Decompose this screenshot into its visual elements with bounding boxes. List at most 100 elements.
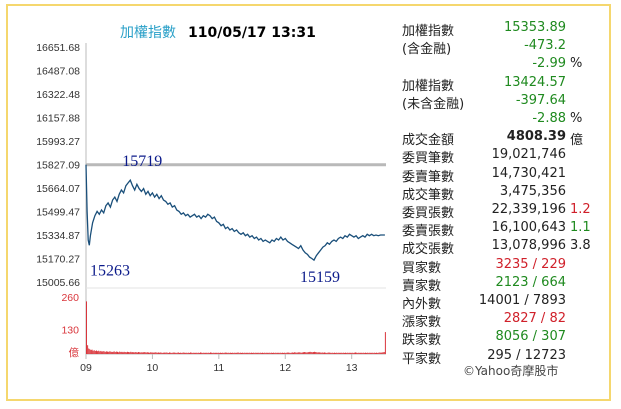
volume-bar — [257, 352, 259, 354]
volume-bar — [278, 352, 280, 354]
volume-bar — [149, 352, 151, 354]
stat-row: -2.99% — [402, 56, 608, 74]
x-tick-label: 13 — [346, 362, 358, 374]
volume-bar — [277, 352, 279, 354]
volume-bar — [274, 352, 276, 354]
volume-bar — [290, 352, 292, 354]
volume-bar — [266, 352, 268, 354]
volume-bar — [116, 351, 118, 354]
volume-bar — [333, 352, 335, 354]
volume-bar — [366, 352, 368, 354]
volume-bar — [159, 352, 161, 354]
volume-bar — [198, 352, 200, 354]
volume-bar — [229, 352, 231, 354]
volume-bar — [347, 352, 349, 354]
volume-bar — [256, 352, 258, 354]
volume-bar — [200, 352, 202, 354]
y-tick-label: 15499.47 — [36, 206, 80, 218]
volume-bar — [139, 352, 141, 354]
stat-row: (未含金融) -397.64 — [402, 93, 608, 112]
stat-label: 委買張數 — [402, 206, 455, 221]
volume-bar — [367, 352, 369, 354]
volume-bar — [100, 350, 102, 354]
volume-bar — [143, 352, 145, 354]
volume-bar — [224, 352, 226, 354]
x-tick-label: 12 — [279, 362, 291, 374]
volume-bar — [275, 352, 277, 354]
volume-bar — [308, 352, 310, 354]
volume-bar — [147, 352, 149, 354]
annotation-label: 15159 — [300, 269, 340, 286]
x-tick-label: 11 — [213, 362, 224, 374]
stat-row: 委賣張數 16,100,643 1.1 — [402, 220, 608, 239]
volume-bar — [291, 352, 293, 354]
volume-bar — [260, 352, 262, 354]
stat-value: 14001 / 7893 — [478, 293, 566, 308]
datetime-label: 110/05/17 13:31 — [188, 25, 316, 41]
volume-bar — [316, 352, 318, 354]
x-tick-label: 09 — [80, 362, 92, 374]
volume-bar — [258, 352, 260, 354]
volume-bar — [254, 352, 256, 354]
volume-bar — [150, 352, 152, 354]
volume-bar — [141, 352, 143, 354]
price-axis: 16651.68 16487.08 16322.48 16157.88 15993.27… — [36, 42, 386, 355]
volume-bar — [327, 352, 329, 354]
volume-bar — [350, 352, 352, 354]
volume-bar — [88, 348, 90, 354]
stat-label: 內外數 — [402, 297, 442, 312]
volume-bar — [295, 352, 297, 354]
volume-bar — [140, 352, 142, 354]
volume-bar — [161, 352, 163, 354]
stat-extra: 億 — [570, 133, 584, 149]
stat-value: -2.88 — [532, 111, 566, 126]
volume-bar — [248, 352, 250, 354]
volume-bar — [299, 352, 301, 354]
volume-bar — [227, 352, 229, 354]
volume-bar — [285, 352, 287, 354]
volume-bar — [305, 352, 307, 354]
volume-bar — [236, 352, 238, 354]
volume-bar — [223, 352, 225, 354]
stat-value: 22,339,196 — [491, 202, 566, 217]
volume-bar — [240, 352, 242, 354]
y-tick-label: 16322.48 — [36, 89, 80, 101]
volume-bar — [378, 352, 380, 354]
volume-bar — [169, 352, 171, 354]
volume-bar — [296, 352, 298, 354]
volume-bar — [306, 352, 308, 354]
volume-bar — [113, 351, 115, 354]
volume-bar — [222, 352, 224, 354]
stat-extra: % — [570, 111, 583, 126]
volume-bar — [243, 352, 245, 354]
volume-bar — [97, 351, 99, 354]
volume-bar — [176, 352, 178, 354]
volume-tick-label: 億 — [69, 346, 80, 359]
volume-bar — [374, 352, 376, 354]
volume-bar — [136, 352, 138, 354]
volume-bar — [369, 352, 371, 354]
volume-bar — [357, 352, 359, 354]
volume-bar — [109, 351, 111, 354]
volume-bar — [340, 352, 342, 354]
stat-row: 成交張數 13,078,996 3.8 — [402, 238, 608, 257]
volume-bar — [271, 352, 273, 354]
volume-bar — [211, 352, 213, 354]
stat-row: 委買張數 22,339,196 1.2 — [402, 202, 608, 221]
volume-bar — [170, 352, 172, 354]
volume-bar — [298, 352, 300, 354]
y-tick-label: 16651.68 — [36, 42, 80, 54]
stat-value: 3235 / 229 — [495, 256, 566, 272]
volume-bar — [304, 352, 306, 354]
volume-bar — [239, 352, 241, 354]
volume-bar — [194, 352, 196, 354]
volume-bar — [101, 351, 103, 354]
volume-bar — [132, 352, 134, 354]
volume-bar — [171, 352, 173, 354]
volume-bar — [379, 352, 381, 354]
volume-bar — [207, 352, 209, 354]
volume-bar — [152, 352, 154, 354]
volume-bar — [259, 352, 261, 354]
volume-bar — [154, 352, 156, 354]
volume-bar — [381, 352, 383, 354]
